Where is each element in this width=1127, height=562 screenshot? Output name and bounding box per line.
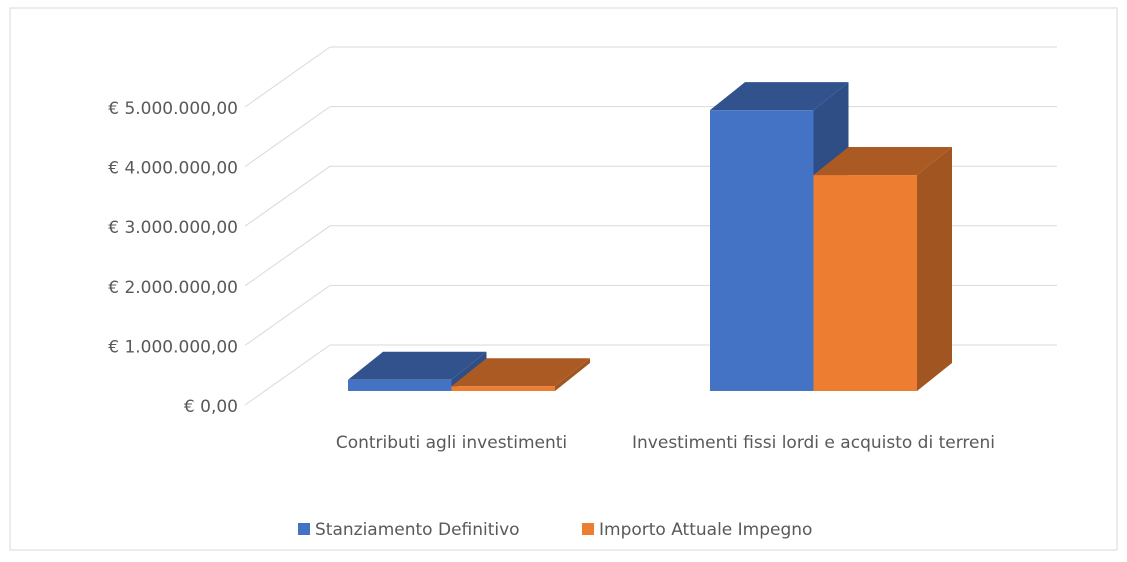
legend-label: Stanziamento Definitivo [315, 520, 520, 540]
y-tick-label: € 3.000.000,00 [108, 218, 238, 238]
chart-border [9, 7, 1118, 551]
y-tick-label: € 2.000.000,00 [108, 278, 238, 298]
x-tick-label: Contributi agli investimenti [335, 433, 568, 453]
grid-line-side [244, 284, 331, 346]
y-tick-label: € 1.000.000,00 [108, 337, 238, 357]
legend-swatch [582, 523, 594, 535]
bar-top [348, 351, 487, 380]
legend-swatch [298, 523, 310, 535]
grid-line-side [244, 225, 331, 287]
bar-top [813, 147, 952, 176]
bar-side [917, 147, 952, 391]
y-tick-label: € 0,00 [184, 397, 238, 417]
bar [348, 379, 452, 391]
bar-top [710, 82, 849, 111]
y-tick-label: € 4.000.000,00 [108, 159, 238, 179]
x-tick-label: Investimenti fissi lordi e acquisto di t… [632, 433, 995, 453]
bar [451, 386, 555, 391]
grid-line-side [244, 106, 331, 168]
bar-top [451, 358, 590, 387]
legend-label: Importo Attuale Impegno [599, 520, 812, 540]
grid-line-side [244, 344, 331, 406]
grid-line-side [244, 165, 331, 227]
bar-side [555, 358, 590, 391]
y-tick-label: € 5.000.000,00 [108, 99, 238, 119]
grid-line-side [244, 46, 331, 108]
bar [710, 110, 814, 391]
bar [813, 175, 917, 391]
